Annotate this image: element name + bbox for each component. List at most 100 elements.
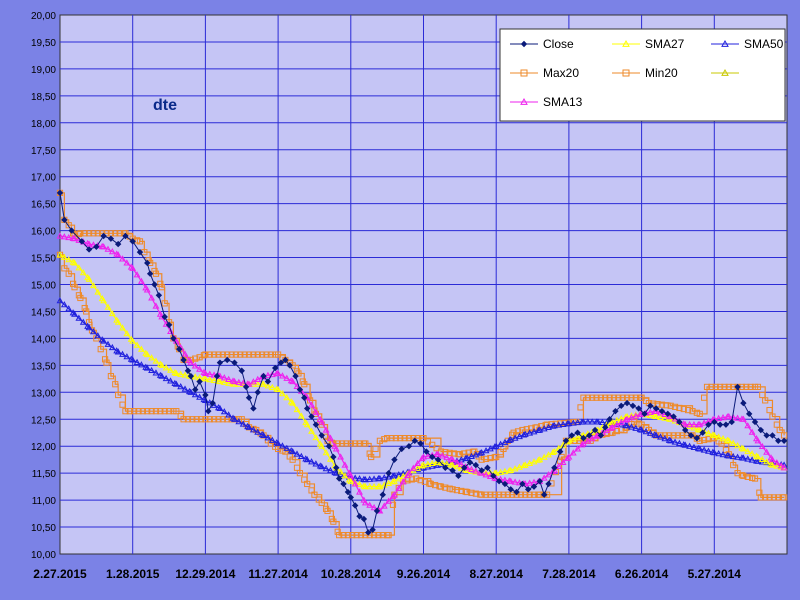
data-point-sma50 (181, 385, 189, 392)
y-tick-label: 15,00 (31, 281, 56, 292)
data-point-sma27 (652, 412, 660, 420)
data-point-sma13 (449, 456, 457, 463)
data-point-max20 (442, 449, 449, 456)
data-point-sma13 (283, 374, 291, 381)
data-point-min20 (126, 408, 133, 415)
data-point-max20 (602, 394, 609, 401)
data-point-close (176, 345, 183, 353)
data-point-close (629, 402, 637, 409)
data-point-max20 (237, 351, 244, 358)
data-point-sma27 (507, 466, 515, 474)
data-point-sma50 (200, 395, 208, 403)
data-point-max20 (90, 230, 97, 237)
data-point-sma27 (162, 364, 170, 371)
data-point-max20 (766, 406, 773, 414)
data-point-max20 (356, 440, 363, 447)
data-point-sma50 (114, 348, 122, 355)
data-point-sma50 (651, 431, 659, 438)
data-point-close (716, 421, 724, 428)
data-point-close (114, 240, 122, 248)
data-point-max20 (65, 222, 72, 229)
legend-label: SMA13 (543, 95, 583, 109)
data-point-close (417, 440, 424, 447)
data-point-min20 (189, 416, 196, 423)
data-point-sma50 (550, 422, 558, 429)
data-point-sma27 (71, 259, 78, 266)
data-point-close (318, 432, 325, 439)
data-point-sma50 (492, 442, 500, 449)
data-point-min20 (215, 416, 222, 423)
data-point-sma13 (739, 415, 747, 422)
data-point-min20 (107, 373, 114, 380)
data-point-max20 (725, 383, 732, 391)
data-point-min20 (426, 480, 433, 487)
data-point-close (216, 359, 224, 366)
data-point-min20 (757, 494, 764, 501)
data-point-min20 (453, 487, 461, 494)
data-point-sma50 (268, 436, 276, 443)
y-tick-label: 19,00 (31, 65, 56, 76)
data-point-min20 (701, 436, 708, 444)
data-point-sma13 (565, 453, 573, 460)
data-point-sma13 (511, 478, 519, 485)
data-point-sma50 (196, 393, 204, 400)
data-point-close (513, 488, 520, 496)
data-point-sma50 (89, 328, 97, 335)
data-point-max20 (577, 404, 584, 411)
series-min20 (56, 251, 788, 539)
data-point-sma13 (652, 407, 660, 414)
data-point-min20 (344, 532, 351, 539)
data-point-close (568, 432, 576, 439)
data-point-close (670, 413, 677, 420)
data-point-min20 (334, 528, 341, 535)
data-point-max20 (487, 454, 494, 462)
data-point-close (641, 410, 648, 418)
data-point-sma13 (100, 243, 108, 250)
data-point-max20 (776, 426, 783, 434)
data-point-sma13 (569, 449, 577, 456)
data-point-sma50 (671, 438, 679, 445)
data-point-min20 (775, 494, 782, 501)
data-point-sma27 (356, 480, 363, 488)
data-point-sma27 (273, 385, 281, 392)
data-point-min20 (173, 408, 180, 415)
data-point-close (303, 405, 311, 412)
data-point-sma50 (56, 297, 64, 304)
data-point-min20 (275, 445, 282, 452)
data-point-sma50 (302, 455, 310, 462)
data-point-close (292, 372, 299, 380)
data-point-sma13 (715, 414, 723, 422)
data-point-sma50 (667, 437, 675, 444)
data-point-sma50 (579, 418, 587, 425)
data-point-close (442, 464, 449, 471)
data-point-min20 (101, 356, 109, 363)
data-point-sma27 (773, 462, 781, 469)
data-point-sma50 (287, 447, 295, 454)
data-point-sma27 (520, 461, 528, 469)
data-point-max20 (77, 230, 84, 237)
data-point-sma13 (773, 459, 781, 466)
data-point-sma27 (172, 369, 180, 377)
data-point-sma27 (104, 303, 112, 310)
data-point-sma50 (739, 454, 747, 461)
data-point-sma13 (341, 461, 349, 468)
data-point-close (202, 391, 209, 399)
data-point-sma13 (337, 453, 345, 460)
data-point-sma27 (710, 431, 718, 438)
data-point-sma50 (235, 418, 243, 425)
data-point-sma27 (303, 421, 311, 428)
chart-title: dte (153, 97, 177, 114)
data-point-max20 (589, 394, 596, 401)
data-point-min20 (464, 488, 471, 496)
data-point-sma27 (530, 458, 538, 465)
data-point-sma13 (113, 250, 121, 257)
y-tick-label: 10,50 (31, 523, 56, 534)
data-point-sma50 (331, 468, 339, 476)
data-point-close (122, 232, 129, 240)
legend-label: Close (543, 37, 574, 51)
data-point-sma27 (206, 376, 214, 383)
data-point-sma13 (370, 504, 378, 511)
data-point-close (405, 443, 413, 450)
data-point-sma13 (235, 378, 243, 385)
data-point-sma50 (700, 446, 708, 453)
